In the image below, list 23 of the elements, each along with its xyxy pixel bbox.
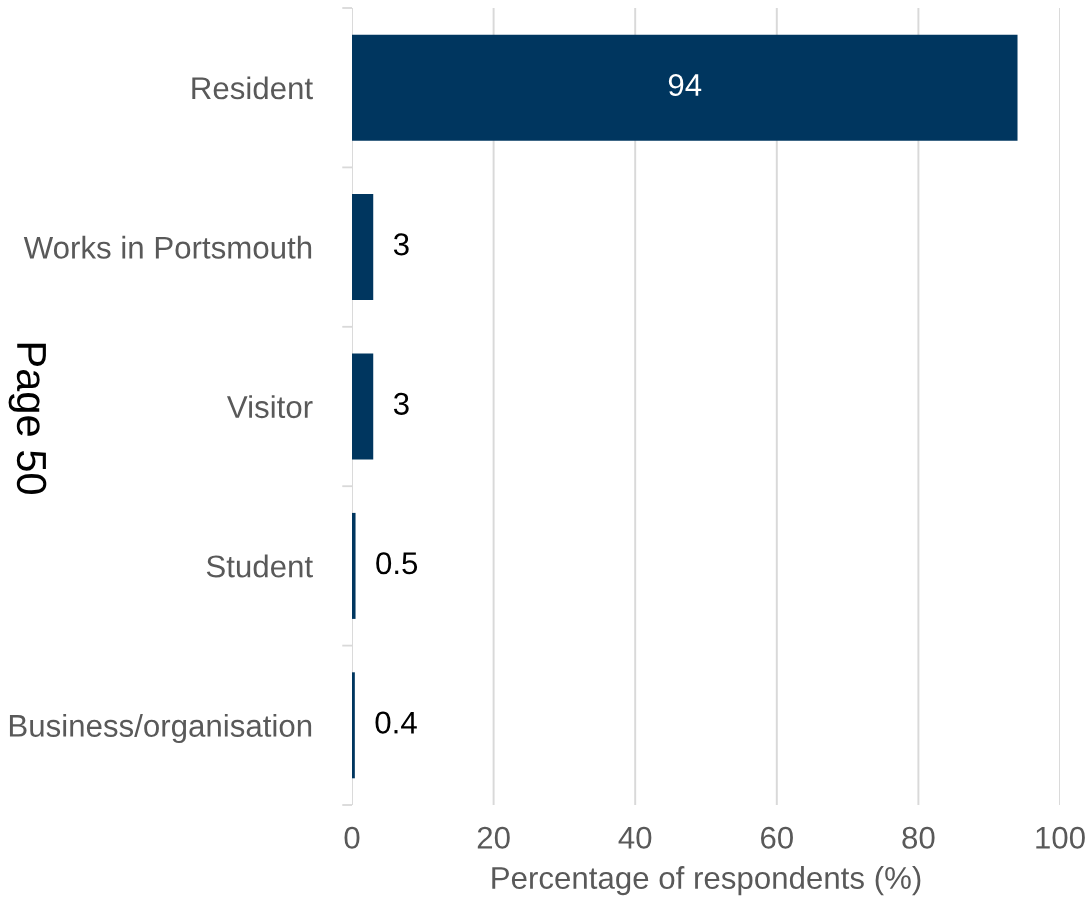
x-axis-title: Percentage of respondents (%)	[492, 866, 921, 896]
x-tick-label: 60	[761, 826, 793, 849]
text: Page 50	[8, 343, 47, 494]
data-label: 3	[393, 233, 409, 256]
x-tick-label: 100	[1036, 826, 1085, 849]
y-tick-label: Business/organisation	[9, 713, 312, 744]
data-label: 0.5	[376, 552, 418, 575]
data-label: 3	[393, 392, 409, 415]
x-tick-label: 80	[902, 826, 935, 849]
data-label: 94	[668, 73, 702, 97]
bar	[352, 34, 1018, 141]
data-label: 0.4	[375, 711, 417, 734]
bar	[352, 353, 374, 460]
y-tick-label: Works in Portsmouth	[23, 235, 312, 259]
y-tick-label: Resident	[192, 76, 313, 100]
y-tick-label: Student	[206, 554, 313, 578]
x-tick-label: 40	[618, 826, 652, 849]
x-tick-label: 0	[344, 826, 360, 849]
bar	[352, 194, 374, 301]
x-tick-label: 20	[477, 826, 510, 849]
bar	[352, 512, 356, 619]
y-tick-label: Visitor	[226, 395, 313, 419]
bar	[352, 672, 355, 779]
